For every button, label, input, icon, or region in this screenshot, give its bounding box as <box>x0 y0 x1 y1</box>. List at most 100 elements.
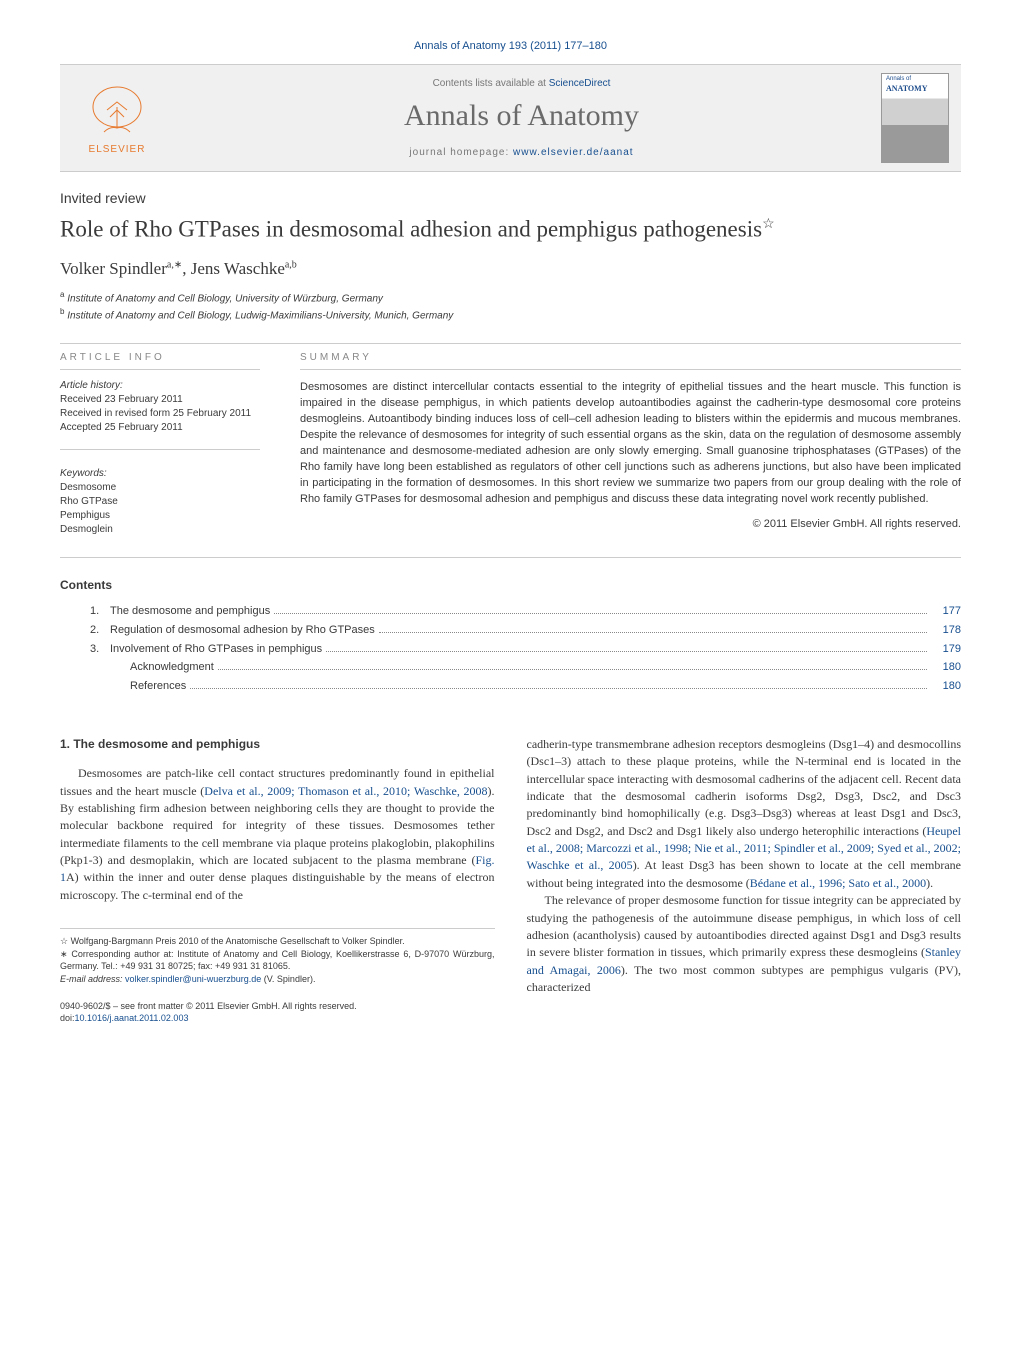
affiliation-a: a Institute of Anatomy and Cell Biology,… <box>60 289 961 306</box>
toc-label: Acknowledgment <box>130 658 214 677</box>
toc-page: 179 <box>931 640 961 659</box>
citation-link[interactable]: Bédane et al., 1996; Sato et al., 2000 <box>750 876 926 890</box>
author-1: Volker Spindler <box>60 259 167 278</box>
section-heading-1: 1. The desmosome and pemphigus <box>60 736 495 753</box>
contents-prefix: Contents lists available at <box>433 78 549 89</box>
doi-link[interactable]: 10.1016/j.aanat.2011.02.003 <box>75 1013 189 1023</box>
header-bar: ELSEVIER Contents lists available at Sci… <box>60 64 961 172</box>
journal-cover-thumbnail: Annals of ANATOMY <box>881 73 949 163</box>
body-para: Desmosomes are patch-like cell contact s… <box>60 765 495 904</box>
copyright: © 2011 Elsevier GmbH. All rights reserve… <box>300 518 961 530</box>
author-2: Jens Waschke <box>191 259 285 278</box>
toc-page: 180 <box>931 658 961 677</box>
toc-page: 177 <box>931 602 961 621</box>
toc-dots <box>218 669 927 670</box>
summary-label: SUMMARY <box>300 352 961 370</box>
history-item: Received 23 February 2011 <box>60 393 260 407</box>
footer-line1: 0940-9602/$ – see front matter © 2011 El… <box>60 1000 495 1013</box>
footnote-corresponding: ∗ Corresponding author at: Institute of … <box>60 948 495 973</box>
article-info-col: ARTICLE INFO Article history: Received 2… <box>60 352 260 537</box>
elsevier-tree-icon <box>82 82 152 142</box>
body-text: A) within the inner and outer dense plaq… <box>60 870 495 901</box>
toc-row[interactable]: Acknowledgment 180 <box>110 658 961 677</box>
aff-a-text: Institute of Anatomy and Cell Biology, U… <box>67 293 383 304</box>
toc-row[interactable]: 3.Involvement of Rho GTPases in pemphigu… <box>90 640 961 659</box>
divider <box>60 557 961 558</box>
header-center: Contents lists available at ScienceDirec… <box>162 78 881 158</box>
cover-line2: ANATOMY <box>886 84 927 93</box>
summary-text: Desmosomes are distinct intercellular co… <box>300 380 961 508</box>
body-para: The relevance of proper desmosome functi… <box>527 892 962 996</box>
contents-list: 1.The desmosome and pemphigus1772.Regula… <box>90 602 961 695</box>
toc-dots <box>326 651 927 652</box>
contents-heading: Contents <box>60 578 961 592</box>
email-label: E-mail address: <box>60 974 125 984</box>
doi-prefix: doi: <box>60 1013 75 1023</box>
journal-name: Annals of Anatomy <box>162 99 881 133</box>
body-col-right: cadherin-type transmembrane adhesion rec… <box>527 736 962 1025</box>
title-text: Role of Rho GTPases in desmosomal adhesi… <box>60 217 762 242</box>
affiliation-b: b Institute of Anatomy and Cell Biology,… <box>60 306 961 323</box>
citation-link[interactable]: Delva et al., 2009; Thomason et al., 201… <box>204 784 487 798</box>
footer-doi: doi:10.1016/j.aanat.2011.02.003 <box>60 1012 495 1025</box>
author-2-sup: a,b <box>285 259 297 270</box>
toc-num: 3. <box>90 640 110 659</box>
cover-line1: Annals of <box>886 76 911 82</box>
toc-label: Involvement of Rho GTPases in pemphigus <box>110 640 322 659</box>
toc-label: References <box>130 677 186 696</box>
homepage-prefix: journal homepage: <box>409 147 513 158</box>
history-label: Article history: <box>60 380 260 391</box>
elsevier-label: ELSEVIER <box>89 144 146 155</box>
footer: 0940-9602/$ – see front matter © 2011 El… <box>60 1000 495 1025</box>
body-para: cadherin-type transmembrane adhesion rec… <box>527 736 962 893</box>
author-sep: , <box>182 259 191 278</box>
article-title: Role of Rho GTPases in desmosomal adhesi… <box>60 216 961 243</box>
elsevier-logo: ELSEVIER <box>72 73 162 163</box>
title-star: ☆ <box>762 217 775 232</box>
sciencedirect-link[interactable]: ScienceDirect <box>549 78 611 89</box>
journal-reference: Annals of Anatomy 193 (2011) 177–180 <box>60 40 961 52</box>
body-text: The relevance of proper desmosome functi… <box>527 893 962 959</box>
body-col-left: 1. The desmosome and pemphigus Desmosome… <box>60 736 495 1025</box>
footnotes: ☆ Wolfgang-Bargmann Preis 2010 of the An… <box>60 928 495 985</box>
aff-b-sup: b <box>60 307 64 316</box>
body-text: cadherin-type transmembrane adhesion rec… <box>527 737 962 838</box>
keyword: Rho GTPase <box>60 495 260 509</box>
divider <box>60 449 260 450</box>
aff-a-sup: a <box>60 290 64 299</box>
toc-num: 2. <box>90 621 110 640</box>
keyword: Desmoglein <box>60 523 260 537</box>
toc-page: 180 <box>931 677 961 696</box>
article-info-label: ARTICLE INFO <box>60 352 260 370</box>
toc-label: Regulation of desmosomal adhesion by Rho… <box>110 621 375 640</box>
toc-num: 1. <box>90 602 110 621</box>
homepage-link[interactable]: www.elsevier.de/aanat <box>513 147 634 158</box>
email-link[interactable]: volker.spindler@uni-wuerzburg.de <box>125 974 261 984</box>
authors: Volker Spindlera,∗, Jens Waschkea,b <box>60 259 961 279</box>
body-text: ). <box>926 876 933 890</box>
toc-row[interactable]: References 180 <box>110 677 961 696</box>
info-summary-row: ARTICLE INFO Article history: Received 2… <box>60 352 961 537</box>
summary-col: SUMMARY Desmosomes are distinct intercel… <box>300 352 961 537</box>
history-item: Accepted 25 February 2011 <box>60 421 260 435</box>
footnote-star: ☆ Wolfgang-Bargmann Preis 2010 of the An… <box>60 935 495 948</box>
body-columns: 1. The desmosome and pemphigus Desmosome… <box>60 736 961 1025</box>
email-suffix: (V. Spindler). <box>261 974 315 984</box>
divider <box>60 343 961 344</box>
toc-dots <box>379 632 927 633</box>
keyword: Desmosome <box>60 481 260 495</box>
toc-page: 178 <box>931 621 961 640</box>
footnote-email: E-mail address: volker.spindler@uni-wuer… <box>60 973 495 986</box>
contents-lists-line: Contents lists available at ScienceDirec… <box>162 78 881 89</box>
toc-label: The desmosome and pemphigus <box>110 602 270 621</box>
aff-b-text: Institute of Anatomy and Cell Biology, L… <box>67 310 453 321</box>
author-1-sup: a,∗ <box>167 259 182 270</box>
toc-row[interactable]: 2.Regulation of desmosomal adhesion by R… <box>90 621 961 640</box>
affiliations: a Institute of Anatomy and Cell Biology,… <box>60 289 961 324</box>
toc-dots <box>190 688 927 689</box>
toc-row[interactable]: 1.The desmosome and pemphigus 177 <box>90 602 961 621</box>
homepage-line: journal homepage: www.elsevier.de/aanat <box>162 147 881 158</box>
keyword: Pemphigus <box>60 509 260 523</box>
history-item: Received in revised form 25 February 201… <box>60 407 260 421</box>
keywords-label: Keywords: <box>60 468 260 479</box>
